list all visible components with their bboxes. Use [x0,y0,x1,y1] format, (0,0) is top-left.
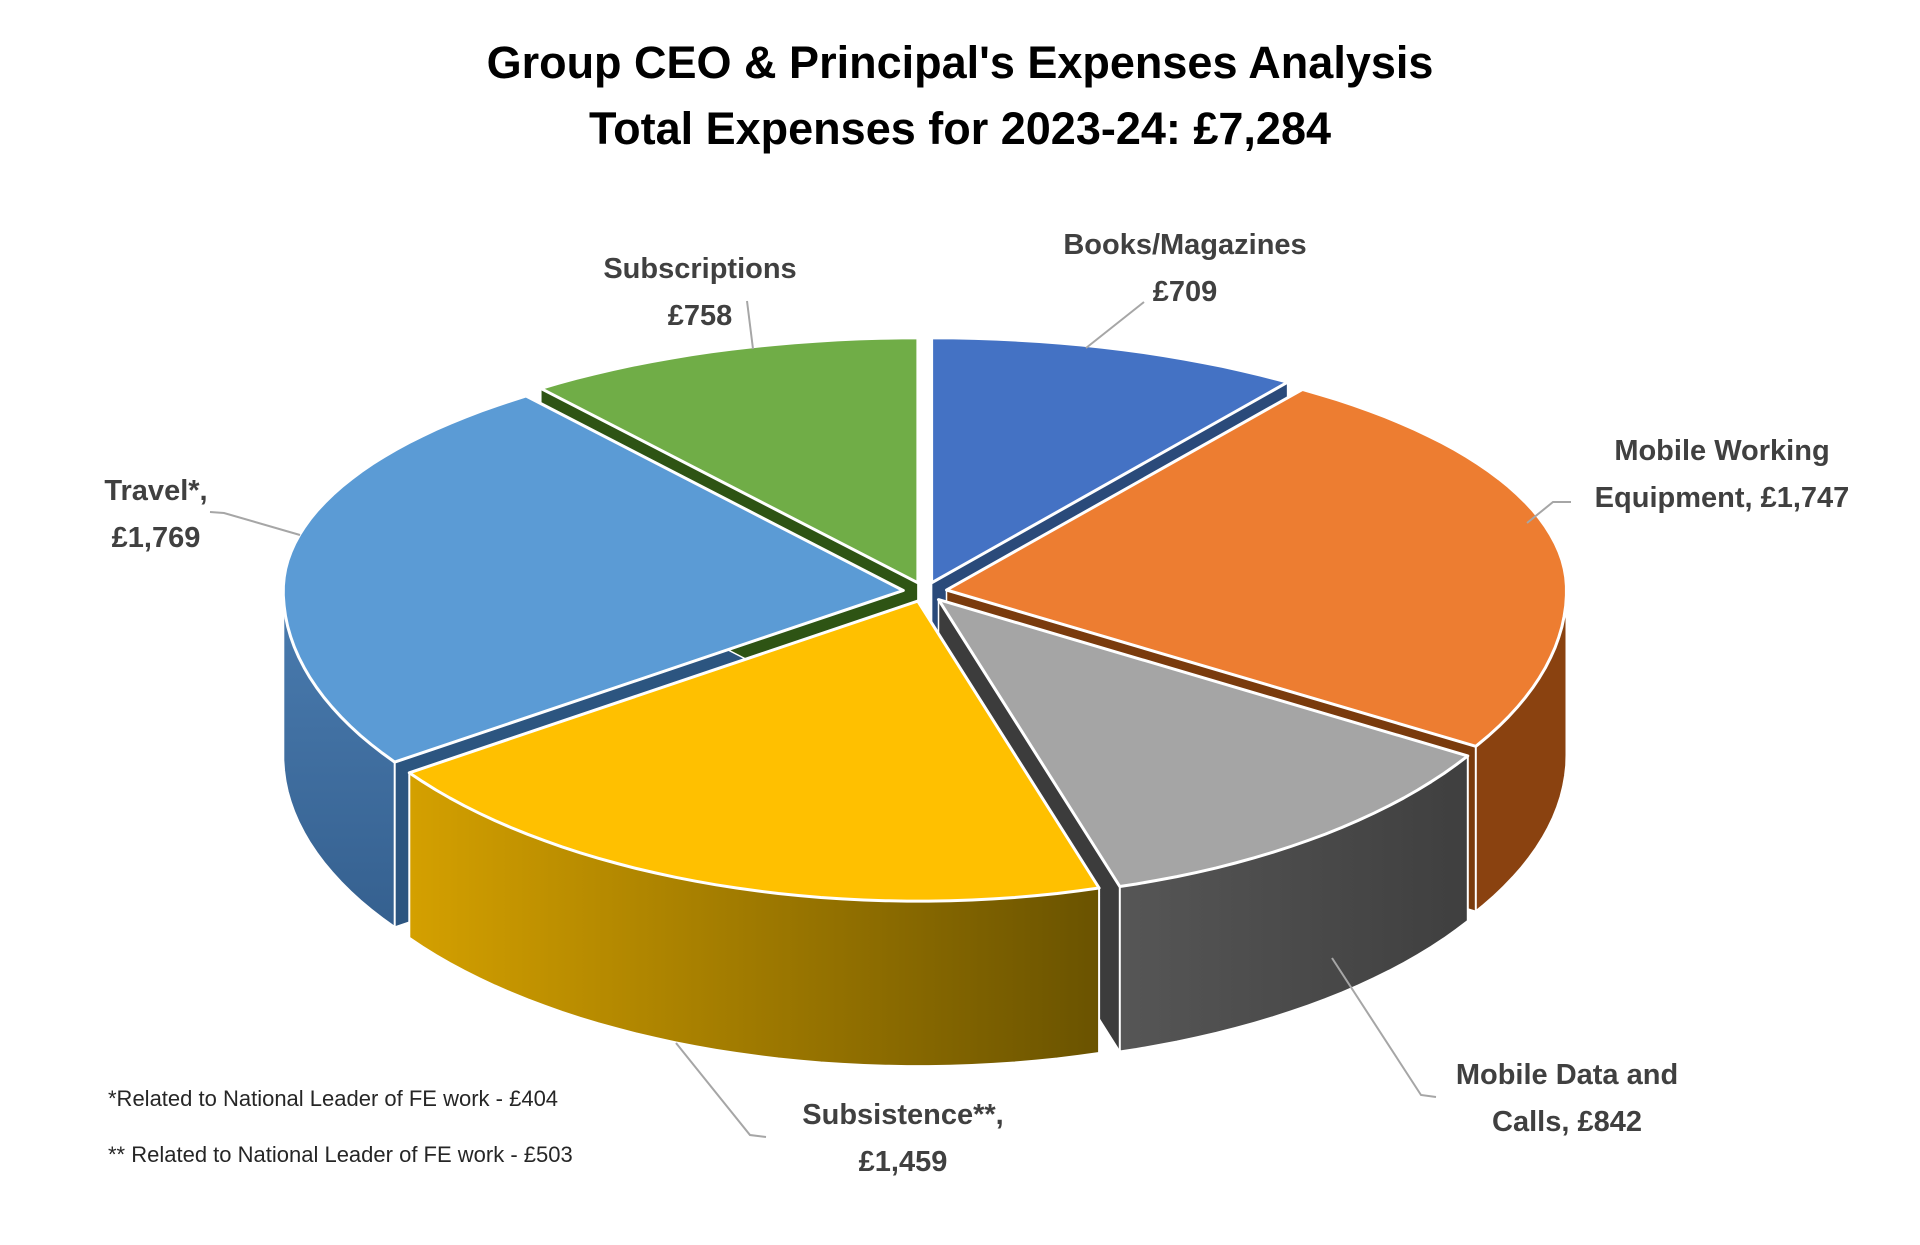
chart-title: Group CEO & Principal's Expenses Analysi… [0,30,1920,162]
leader-line-travel [209,511,301,536]
slice-subscriptions[interactable] [539,336,920,585]
data-label-books-magazines-line2: £709 [1152,276,1218,308]
slice-mobile-data-and-calls[interactable] [937,598,1470,888]
pie-3d [281,336,1568,1068]
data-label-mobile-data-and-calls-line1: Mobile Data and [1455,1059,1679,1091]
data-label-mobile-data-and-calls-line2: Calls, £842 [1492,1106,1642,1138]
leader-line-mobile-working-equipment [1526,501,1571,524]
leader-line-subsistence [675,1042,767,1138]
slice-mobile-working-equipment[interactable] [945,387,1568,748]
data-label-subscriptions-line2: £758 [667,300,733,332]
data-label-travel-line2: £1,769 [111,522,201,554]
leader-line-mobile-data-and-calls [1331,957,1437,1098]
slice-subsistence[interactable] [407,599,1101,903]
chart-title-line2: Total Expenses for 2023-24: £7,284 [588,103,1332,154]
data-label-books-magazines: Books/Magazines £709 [1063,222,1306,316]
chart-title-line1: Group CEO & Principal's Expenses Analysi… [486,37,1434,88]
data-label-mobile-working-equipment-line2: Equipment, £1,747 [1594,482,1850,514]
pie-top-faces [281,336,1568,903]
slice-travel[interactable] [281,394,905,764]
footnote-subsistence: ** Related to National Leader of FE work… [108,1142,573,1167]
data-label-subscriptions-line1: Subscriptions [603,253,797,285]
data-label-subsistence-line2: £1,459 [858,1146,948,1178]
pie-rim-walls [282,589,1568,1068]
data-label-travel-line1: Travel*, [104,475,208,507]
data-label-mobile-working-equipment: Mobile Working Equipment, £1,747 [1595,428,1850,522]
data-label-mobile-working-equipment-line1: Mobile Working [1614,435,1830,467]
data-label-subscriptions: Subscriptions £758 [603,246,796,340]
data-label-mobile-data-and-calls: Mobile Data and Calls, £842 [1456,1052,1678,1146]
data-label-subsistence: Subsistence**, £1,459 [802,1092,1003,1186]
leader-line-subscriptions [746,300,754,350]
leader-line-books-magazines [1085,301,1145,349]
data-label-travel: Travel*, £1,769 [104,468,207,562]
data-label-books-magazines-line1: Books/Magazines [1063,229,1307,261]
data-label-subsistence-line1: Subsistence**, [802,1099,1004,1131]
slice-books-magazines[interactable] [930,336,1290,585]
footnote-travel: *Related to National Leader of FE work -… [108,1086,559,1111]
